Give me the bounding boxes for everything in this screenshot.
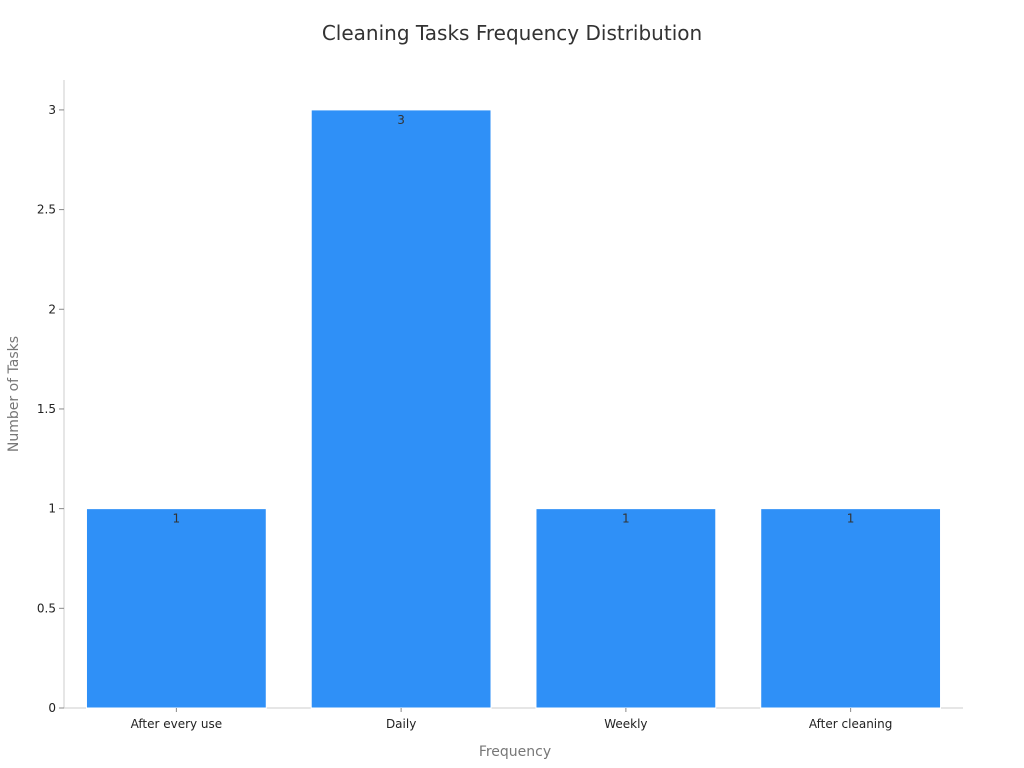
y-tick-label-6: 3 [48, 103, 56, 117]
data-label-1: 3 [397, 113, 405, 127]
data-label-3: 1 [847, 512, 855, 526]
y-tick-label-4: 2 [48, 302, 56, 316]
y-tick-label-3: 1.5 [37, 402, 56, 416]
x-tick-label-3: After cleaning [809, 717, 892, 731]
bar-0 [85, 508, 267, 709]
y-tick-label-5: 2.5 [37, 203, 56, 217]
y-axis-title: Number of Tasks [6, 336, 22, 452]
bar-3 [760, 508, 942, 709]
data-labels-layer: 1 3 1 1 [173, 113, 855, 526]
bar-1 [310, 109, 492, 709]
bar-2 [535, 508, 717, 709]
data-label-2: 1 [622, 512, 630, 526]
y-tick-label-2: 1 [48, 502, 56, 516]
chart-title: Cleaning Tasks Frequency Distribution [322, 21, 702, 45]
x-tick-label-2: Weekly [604, 717, 647, 731]
data-label-0: 1 [173, 512, 181, 526]
x-tick-label-0: After every use [131, 717, 223, 731]
y-ticks-layer: 0 0.5 1 1.5 2 2.5 3 [37, 103, 64, 715]
x-tick-label-1: Daily [386, 717, 416, 731]
x-ticks-layer: After every use Daily Weekly After cleaning [131, 708, 892, 731]
y-tick-label-1: 0.5 [37, 601, 56, 615]
bars-layer [85, 109, 942, 709]
x-axis-title: Frequency [479, 744, 551, 760]
y-tick-label-0: 0 [48, 701, 56, 715]
